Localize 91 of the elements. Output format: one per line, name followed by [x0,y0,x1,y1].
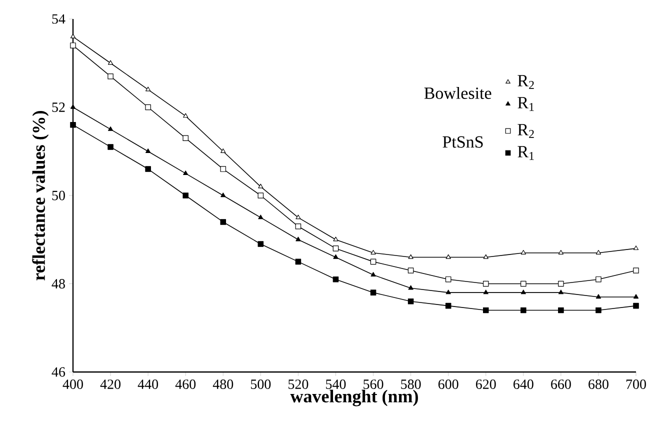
point [258,192,264,198]
point [520,307,526,314]
y-tick-label: 54 [52,14,66,24]
point [296,214,301,220]
point [70,122,76,128]
point [182,135,188,142]
point [258,241,264,247]
point [370,290,376,296]
point [633,294,639,299]
point [483,254,488,259]
point [183,113,188,118]
x-tick-label: 600 [438,380,458,389]
x-tick-label: 700 [626,380,646,389]
point [220,192,226,198]
x-tick-label: 520 [288,380,308,389]
point [108,60,114,65]
legend-label: R$_{1}$ [518,146,534,160]
point [482,280,489,287]
x-tick-label: 640 [514,380,534,389]
point [332,246,339,252]
point [633,302,639,309]
point [558,290,564,294]
point [108,73,114,80]
y-tick-label: 50 [52,190,65,200]
point [596,276,602,282]
x-tick-label: 540 [326,380,346,389]
point [108,144,114,150]
point [633,268,639,274]
point [482,307,489,314]
point [596,250,602,254]
point [296,236,301,242]
point [370,258,376,265]
x-axis-title: wavelenght (nm) [290,390,418,406]
x-tick-label: 580 [401,380,421,389]
point [332,276,339,282]
point [408,298,414,304]
x-tick-label: 500 [250,380,271,389]
point [146,148,151,153]
x-tick-label: 460 [175,380,196,389]
x-tick-label: 560 [364,380,384,389]
point [333,254,338,259]
point [145,166,151,172]
point [370,272,376,277]
point [408,268,414,274]
point [70,42,76,48]
point [520,250,526,254]
point [183,170,188,176]
point [520,280,526,287]
x-tick-label: 420 [100,380,121,389]
point [408,254,414,259]
point [295,258,302,265]
point [145,104,151,110]
point [446,254,451,259]
point [220,166,226,172]
point [558,307,564,314]
x-tick-label: 480 [212,380,234,389]
point [182,192,188,198]
point [445,276,452,282]
y-axis-title: reflectance values (%) [32,110,49,280]
x-tick-label: 680 [588,380,608,389]
y-tick-label: 46 [52,367,66,377]
point [596,294,602,299]
point [558,280,564,287]
point [370,250,376,254]
legend-label: R$_{2}$ [518,124,534,138]
point [220,219,226,225]
point [520,290,526,294]
x-tick-label: 400 [62,380,83,389]
annotation: PtSnS [442,136,483,148]
point [596,307,602,314]
y-tick-label: 48 [52,279,65,288]
point [258,214,264,220]
point [445,302,452,309]
point [333,236,338,242]
point [108,126,114,131]
annotation: Bowlesite [424,87,492,99]
point [258,184,264,188]
point [446,290,451,294]
x-tick-label: 440 [138,380,158,389]
point [220,148,226,153]
point [295,223,302,230]
point [558,250,564,254]
point [146,86,151,92]
point [483,290,488,294]
point [633,246,639,250]
point [408,285,414,290]
legend-label: R$_{1}$ [518,97,534,111]
x-tick-label: 660 [551,380,571,389]
legend-label: R$_{2}$ [518,75,534,89]
x-tick-label: 620 [476,380,496,389]
y-tick-label: 52 [52,102,65,112]
